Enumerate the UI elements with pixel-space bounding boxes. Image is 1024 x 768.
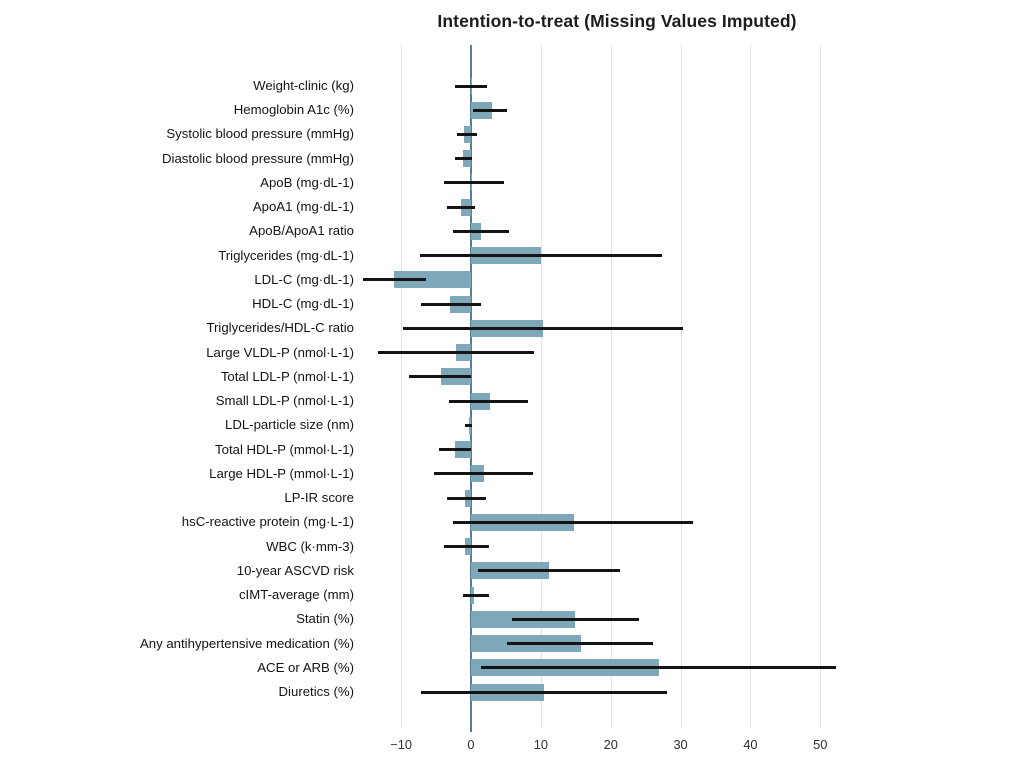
category-label: Systolic blood pressure (mmHg) [166,126,354,142]
error-bar [433,472,534,476]
x-tick-label: 0 [467,737,475,752]
category-label: HDL-C (mg·dL-1) [252,296,354,312]
gridline [401,45,403,728]
category-label: WBC (k·mm-3) [266,538,354,554]
error-bar [457,132,477,136]
error-bar [462,593,490,597]
error-bar [452,520,694,524]
category-label: hsC-reactive protein (mg·L-1) [181,514,354,530]
category-label: Statin (%) [296,611,354,627]
category-label: ApoB (mg·dL-1) [260,174,354,190]
category-label: cIMT-average (mm) [238,587,354,603]
plot-area: −10 0 10 20 30 40 50 [362,45,872,752]
x-tick-label: 50 [813,737,828,752]
error-bar [378,351,534,355]
error-bar [447,205,476,209]
error-bar [419,254,663,258]
gridline [750,45,752,728]
error-bar [481,666,837,670]
error-bar [454,84,488,88]
category-label: Diastolic blood pressure (mmHg) [161,150,354,166]
error-bar [454,157,472,161]
category-label: LP-IR score [284,490,354,506]
error-bar [465,423,472,427]
category-label: LDL-particle size (nm) [225,417,354,433]
error-bar [443,545,490,549]
error-bar [402,326,684,330]
error-bar [420,690,668,694]
error-bar [506,642,654,646]
category-label: Total LDL-P (nmol·L-1) [220,368,354,384]
gridline [610,45,612,728]
category-labels-column: Weight-clinic (kg) Hemoglobin A1c (%) Syst… [0,45,354,728]
category-label: Total HDL-P (mmol·L-1) [215,441,354,457]
error-bar [363,278,426,282]
category-label: ApoB/ApoA1 ratio [249,223,354,239]
x-tick-label: −10 [390,737,412,752]
bar [394,271,471,289]
category-label: ApoA1 (mg·dL-1) [252,199,354,215]
zero-axis-line [469,45,472,732]
gridline [540,45,542,728]
gridline [680,45,682,728]
category-label: LDL-C (mg·dL-1) [254,271,354,287]
category-label: Hemoglobin A1c (%) [233,102,354,118]
x-tick-label: 10 [533,737,548,752]
category-label: Triglycerides/HDL-C ratio [206,320,354,336]
category-label: ACE or ARB (%) [257,659,354,675]
category-label: Large HDL-P (mmol·L-1) [209,465,354,481]
gridline [820,45,822,728]
x-tick-label: 20 [603,737,618,752]
error-bar [477,569,620,573]
category-label: Weight-clinic (kg) [253,78,354,93]
category-label: Triglycerides (mg·dL-1) [218,247,354,263]
error-bar [448,399,529,403]
error-bar [408,375,471,379]
chart-title: Intention-to-treat (Missing Values Imput… [437,11,797,31]
error-bar [452,229,510,233]
error-bar [473,108,507,112]
error-bar [446,496,487,500]
category-label: Large VLDL-P (nmol·L-1) [206,344,354,360]
category-label: Any antihypertensive medication (%) [139,635,354,651]
error-bar [438,448,471,452]
category-label: Small LDL-P (nmol·L-1) [215,393,354,409]
error-bar [444,181,504,185]
error-bar [512,617,639,621]
category-label: 10-year ASCVD risk [236,562,354,578]
x-tick-label: 30 [673,737,688,752]
category-label: Diuretics (%) [278,684,354,699]
error-bar [421,302,481,306]
x-tick-label: 40 [743,737,758,752]
